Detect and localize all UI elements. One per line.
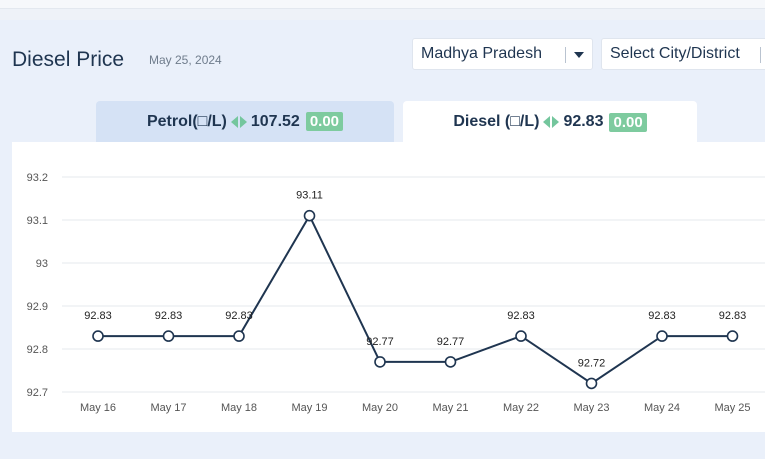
tab-petrol[interactable]: Petrol(□/L) 107.52 0.00 [96,101,394,142]
petrol-label: Petrol(□/L) [146,112,227,130]
y-tick-label: 93.2 [27,172,48,184]
x-tick-label: May 24 [644,402,680,414]
price-change-icon [543,116,560,128]
y-tick-label: 92.9 [27,301,48,313]
top-strip [0,0,765,9]
data-label: 92.83 [225,310,253,322]
data-label: 92.77 [437,336,465,348]
data-label: 92.83 [719,310,747,322]
data-point [515,330,527,342]
data-point [585,377,598,390]
x-tick-label: May 19 [291,402,327,414]
data-point [656,330,668,342]
price-chart: 92.7 92.8 92.9 93 93.1 93.2 92.83 May 16 92.83 Ma… [12,142,765,432]
y-tick-label: 92.8 [27,344,48,356]
city-select-placeholder: Select City/District [610,45,740,62]
page-title: Diesel Price [12,48,125,71]
diesel-price: 92.83 [563,113,604,130]
diesel-change-badge: 0.00 [609,112,647,132]
data-point [444,356,457,368]
diesel-label: Diesel (□/L) [453,113,540,130]
data-label: 92.77 [366,336,394,348]
data-label: 92.83 [84,310,112,322]
x-tick-label: May 20 [362,402,398,414]
data-point [303,209,316,222]
line-chart-svg: 92.7 92.8 92.9 93 93.1 93.2 92.83 May 16 92.83 Ma… [27,172,765,414]
series-line [98,213,733,385]
data-point [233,330,245,342]
x-tick-label: May 23 [573,402,609,414]
city-select[interactable]: Select City/District [601,38,765,70]
petrol-price: 107.52 [250,112,300,130]
data-label: 92.83 [648,310,676,322]
data-point [92,330,104,342]
data-point [374,356,386,368]
x-tick-label: May 21 [432,402,468,414]
x-tick-label: May 18 [221,402,257,414]
x-tick-label: May 22 [503,402,539,414]
data-label: 92.83 [155,310,183,322]
select-divider [760,47,761,63]
tab-diesel[interactable]: Diesel (□/L) 92.83 0.00 [403,101,697,143]
state-select-value: Madhya Pradesh [421,45,542,62]
data-point [162,330,175,342]
chevron-down-icon[interactable] [574,52,584,58]
data-point [726,330,739,342]
select-divider [565,47,566,63]
state-select[interactable]: Madhya Pradesh [412,38,593,70]
data-label: 92.72 [578,357,606,369]
y-tick-label: 93.1 [27,215,48,227]
y-tick-label: 92.7 [27,387,48,399]
data-label: 93.11 [296,190,323,202]
price-date: May 25, 2024 [149,53,222,67]
x-tick-label: May 17 [150,402,186,414]
x-tick-label: May 25 [714,402,750,414]
data-label: 92.83 [507,310,535,322]
y-tick-label: 93 [36,258,48,270]
price-change-icon [230,115,247,128]
petrol-change-badge: 0.00 [305,112,344,131]
x-tick-label: May 16 [80,402,116,414]
